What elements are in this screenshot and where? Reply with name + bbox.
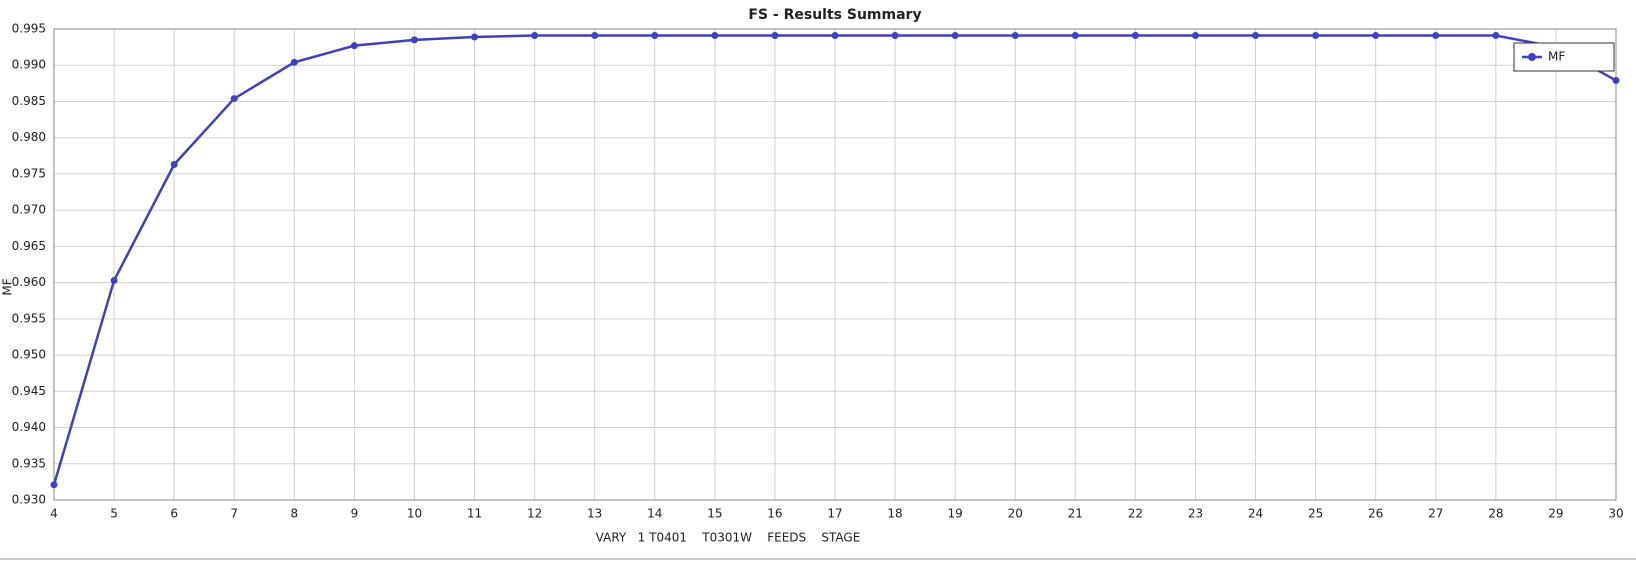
y-axis-label: MF bbox=[1, 278, 15, 295]
x-tick-label: 24 bbox=[1248, 507, 1263, 521]
data-point bbox=[230, 95, 238, 103]
y-tick-label: 0.960 bbox=[12, 275, 46, 289]
x-tick-label: 23 bbox=[1188, 507, 1203, 521]
x-tick-label: 13 bbox=[587, 507, 602, 521]
x-tick-label: 10 bbox=[407, 507, 422, 521]
y-tick-label: 0.945 bbox=[12, 384, 46, 398]
x-tick-label: 26 bbox=[1368, 507, 1383, 521]
y-tick-label: 0.930 bbox=[12, 493, 46, 507]
x-tick-label: 22 bbox=[1128, 507, 1143, 521]
data-point bbox=[350, 42, 358, 50]
data-point bbox=[651, 32, 659, 40]
x-tick-label: 11 bbox=[467, 507, 482, 521]
data-point bbox=[951, 32, 959, 40]
data-point bbox=[531, 32, 539, 40]
y-tick-label: 0.955 bbox=[12, 311, 46, 325]
data-point bbox=[1131, 32, 1139, 40]
data-point bbox=[591, 32, 599, 40]
data-point bbox=[1612, 76, 1620, 84]
data-point bbox=[831, 32, 839, 40]
data-point bbox=[711, 32, 719, 40]
y-tick-label: 0.990 bbox=[12, 58, 46, 72]
data-point bbox=[290, 58, 298, 66]
data-point bbox=[1492, 32, 1500, 40]
y-tick-label: 0.950 bbox=[12, 348, 46, 362]
x-tick-label: 17 bbox=[827, 507, 842, 521]
legend-marker bbox=[1528, 53, 1536, 61]
x-tick-label: 12 bbox=[527, 507, 542, 521]
y-tick-label: 0.980 bbox=[12, 130, 46, 144]
data-point bbox=[1191, 32, 1199, 40]
x-tick-label: 27 bbox=[1428, 507, 1443, 521]
y-tick-label: 0.975 bbox=[12, 166, 46, 180]
x-tick-label: 8 bbox=[290, 507, 298, 521]
data-point bbox=[110, 276, 118, 284]
x-tick-label: 18 bbox=[887, 507, 902, 521]
x-tick-label: 20 bbox=[1008, 507, 1023, 521]
x-tick-label: 19 bbox=[948, 507, 963, 521]
y-tick-label: 0.940 bbox=[12, 420, 46, 434]
x-tick-label: 25 bbox=[1308, 507, 1323, 521]
x-tick-label: 6 bbox=[170, 507, 178, 521]
data-point bbox=[891, 32, 899, 40]
data-point bbox=[1372, 32, 1380, 40]
data-point bbox=[50, 481, 58, 489]
y-tick-label: 0.970 bbox=[12, 203, 46, 217]
x-tick-label: 15 bbox=[707, 507, 722, 521]
legend-label: MF bbox=[1548, 50, 1565, 64]
data-point bbox=[1011, 32, 1019, 40]
y-tick-label: 0.965 bbox=[12, 239, 46, 253]
x-tick-label: 14 bbox=[647, 507, 662, 521]
y-tick-label: 0.985 bbox=[12, 94, 46, 108]
data-point bbox=[471, 33, 479, 41]
data-point bbox=[170, 161, 178, 169]
x-tick-label: 9 bbox=[351, 507, 359, 521]
x-tick-label: 4 bbox=[50, 507, 58, 521]
plot-border bbox=[53, 28, 1617, 501]
x-tick-label: 28 bbox=[1488, 507, 1503, 521]
x-axis-label: VARY 1 T0401 T0301W FEEDS STAGE bbox=[596, 531, 861, 545]
x-tick-label: 30 bbox=[1608, 507, 1623, 521]
x-tick-label: 16 bbox=[767, 507, 782, 521]
y-tick-label: 0.995 bbox=[12, 22, 46, 36]
x-tick-label: 29 bbox=[1548, 507, 1563, 521]
data-point bbox=[1312, 32, 1320, 40]
x-tick-label: 5 bbox=[110, 507, 118, 521]
x-tick-label: 21 bbox=[1068, 507, 1083, 521]
data-point bbox=[1432, 32, 1440, 40]
y-tick-label: 0.935 bbox=[12, 456, 46, 470]
x-tick-label: 7 bbox=[230, 507, 238, 521]
data-point bbox=[410, 36, 418, 44]
data-point bbox=[1071, 32, 1079, 40]
chart-title: FS - Results Summary bbox=[748, 7, 921, 23]
data-point bbox=[771, 32, 779, 40]
data-point bbox=[1252, 32, 1260, 40]
